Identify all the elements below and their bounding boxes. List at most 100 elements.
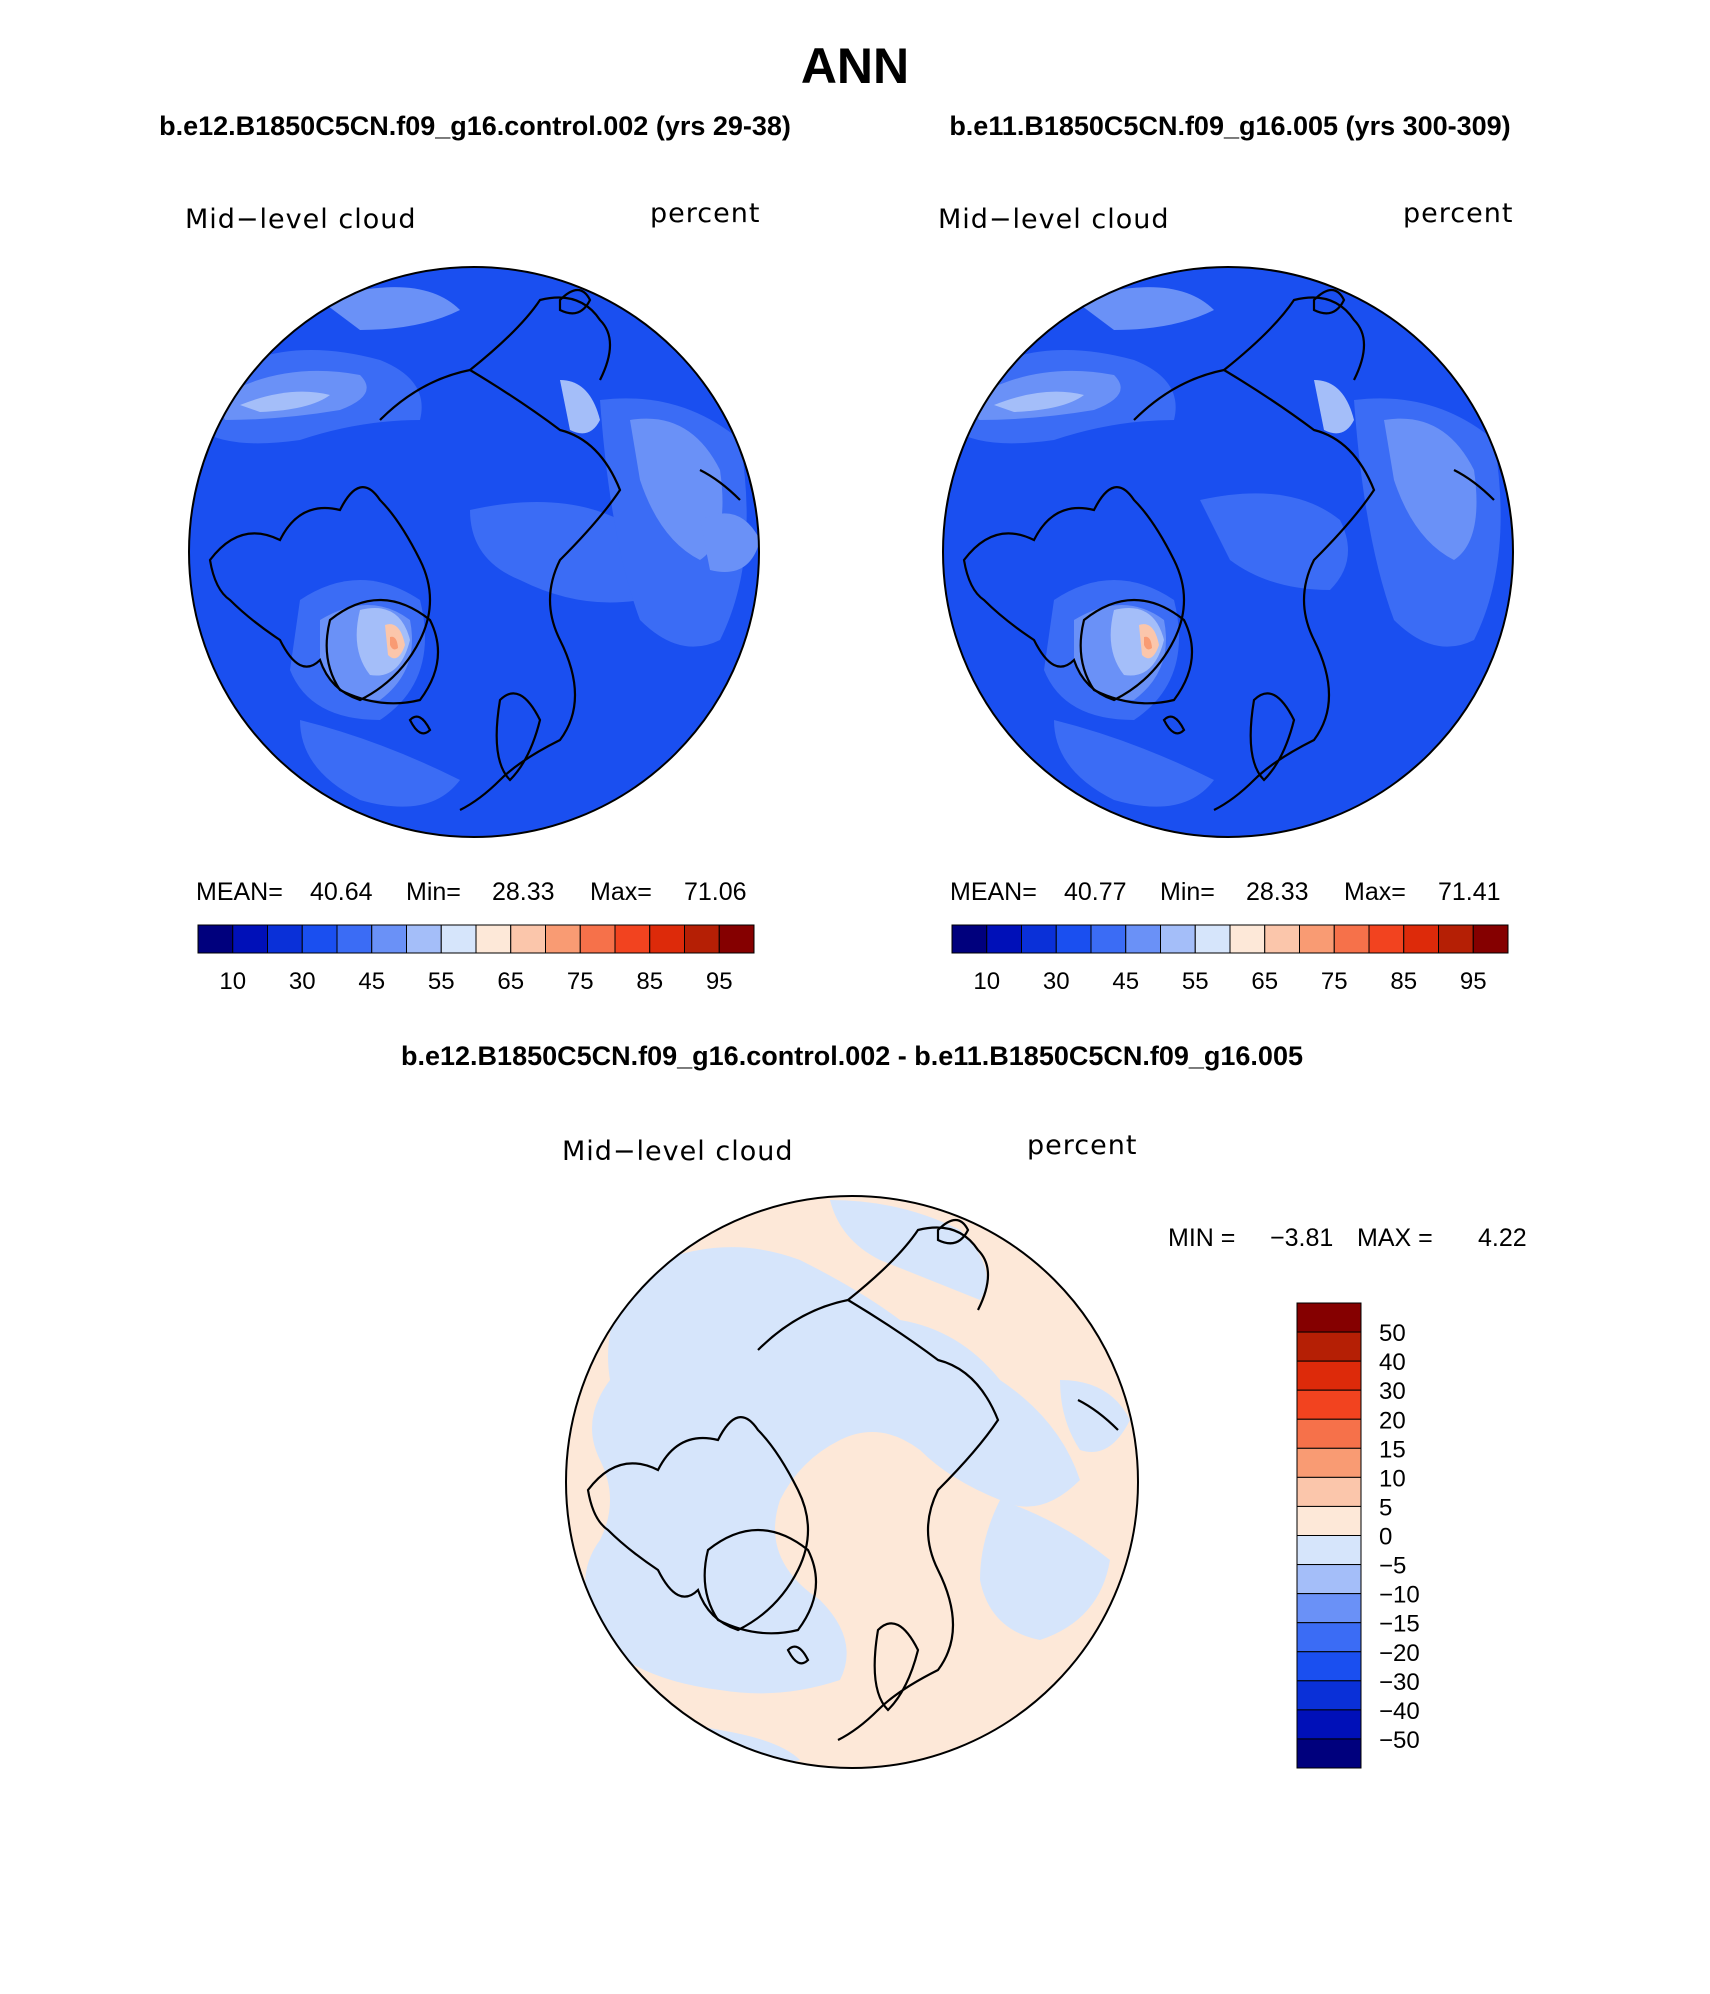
colorbar-swatch — [1021, 924, 1057, 954]
colorbar-tick-label: 75 — [567, 968, 594, 995]
polar-map-left — [189, 267, 759, 837]
colorbar-tick-label: 55 — [428, 968, 455, 995]
map-border-left — [188, 266, 760, 838]
cloud-region — [1314, 380, 1354, 434]
cloud-region — [1054, 720, 1214, 807]
colorbar-tick-label: 15 — [1379, 1436, 1406, 1463]
colorbar-swatch — [1299, 924, 1335, 954]
colorbar-tick-label: 95 — [706, 968, 733, 995]
colorbar-swatch — [1296, 1738, 1362, 1769]
colorbar-tick-label: 10 — [1379, 1465, 1406, 1492]
cloud-region — [700, 513, 759, 572]
colorbar-swatch — [1296, 1360, 1362, 1391]
map-border-right — [942, 266, 1514, 838]
colorbar-swatch — [1368, 924, 1405, 954]
units-label-diff: percent — [1027, 1130, 1137, 1161]
stats-right: MEAN= 40.77 Min= 28.33 Max= 71.41 — [950, 878, 1501, 906]
colorbar-tick-label: 45 — [358, 968, 385, 995]
cloud-region — [356, 608, 410, 676]
colorbar-tick-label: −15 — [1379, 1611, 1420, 1638]
mean-value: 40.64 — [310, 878, 373, 906]
colorbar-tick-label: −50 — [1379, 1727, 1420, 1754]
diff-region-negative — [585, 1247, 1080, 1694]
colorbar-swatch — [1296, 1418, 1362, 1449]
colorbar-swatch — [1296, 1476, 1362, 1507]
cloud-region — [1074, 287, 1214, 330]
min-label: MIN = — [1168, 1224, 1235, 1252]
case-title-right: b.e11.B1850C5CN.f09_g16.005 (yrs 300-309… — [949, 111, 1510, 141]
colorbar-swatch — [197, 924, 234, 954]
max-value: 4.22 — [1478, 1224, 1527, 1252]
min-label: Min= — [1160, 878, 1215, 906]
colorbar-swatch — [336, 924, 373, 954]
colorbar-swatch — [406, 924, 442, 954]
diff-title: b.e12.B1850C5CN.f09_g16.control.002 - b.… — [401, 1041, 1303, 1071]
colorbar-tick-label: 65 — [1251, 968, 1278, 995]
cloud-region — [560, 380, 600, 434]
min-value: 28.33 — [1246, 878, 1309, 906]
mean-label: MEAN= — [950, 878, 1037, 906]
max-label: Max= — [1344, 878, 1406, 906]
colorbar-swatch — [1296, 1709, 1362, 1740]
colorbar-swatch — [1055, 924, 1092, 954]
colorbar-swatch — [1438, 924, 1474, 954]
case-title-left: b.e12.B1850C5CN.f09_g16.control.002 (yrs… — [159, 111, 791, 141]
colorbar-swatch — [1296, 1564, 1362, 1595]
colorbar-tick-label: 20 — [1379, 1407, 1406, 1434]
colorbar-tick-label: 85 — [636, 968, 663, 995]
cloud-region — [1110, 608, 1164, 676]
colorbar-swatch — [545, 924, 581, 954]
cloud-region — [390, 636, 398, 650]
colorbar-swatch — [1403, 924, 1439, 954]
colorbar-swatch — [986, 924, 1022, 954]
colorbar-swatch — [1296, 1331, 1362, 1362]
colorbar-tick-label: 75 — [1321, 968, 1348, 995]
colorbar-swatch — [614, 924, 651, 954]
colorbar-tick-label: 65 — [497, 968, 524, 995]
colorbar-swatch — [579, 924, 616, 954]
colorbar-tick-label: 95 — [1460, 968, 1487, 995]
max-label: MAX = — [1357, 1224, 1433, 1252]
variable-label-right: Mid−level cloud — [938, 204, 1169, 235]
colorbar-swatch — [1296, 1535, 1362, 1566]
colorbar-swatch — [1296, 1389, 1362, 1420]
stats-diff: MIN = −3.81 MAX = 4.22 — [1168, 1224, 1527, 1252]
colorbar-swatch — [1472, 924, 1509, 954]
colorbar-swatch — [1296, 1593, 1362, 1624]
coastlines-left — [208, 288, 741, 811]
colorbar-swatch — [1125, 924, 1161, 954]
mean-value: 40.77 — [1064, 878, 1127, 906]
colorbar-tick-label: 0 — [1379, 1524, 1392, 1551]
colorbar-swatch — [301, 924, 338, 954]
diff-region-negative — [830, 1200, 987, 1300]
page-title: ANN — [801, 38, 909, 94]
colorbar-tick-label: 85 — [1390, 968, 1417, 995]
stats-left: MEAN= 40.64 Min= 28.33 Max= 71.06 — [196, 878, 747, 906]
colorbar-tick-label: 30 — [1379, 1378, 1406, 1405]
cloud-region — [1144, 636, 1152, 650]
colorbar-swatch — [371, 924, 407, 954]
colorbar-tick-label: 55 — [1182, 968, 1209, 995]
cloud-region — [320, 287, 460, 330]
cloud-region — [630, 418, 723, 560]
colorbar-tick-label: −10 — [1379, 1582, 1420, 1609]
colorbar-left: 10 30 45 55 65 75 85 95 — [197, 924, 755, 995]
colorbar-swatch — [475, 924, 512, 954]
variable-label-left: Mid−level cloud — [185, 204, 416, 235]
map-border-diff — [565, 1195, 1139, 1769]
colorbar-swatch — [684, 924, 720, 954]
units-label-right: percent — [1403, 198, 1513, 229]
colorbar-tick-label: 45 — [1112, 968, 1139, 995]
min-value: −3.81 — [1270, 1224, 1333, 1252]
colorbar-swatch — [1160, 924, 1196, 954]
polar-map-right — [943, 267, 1513, 837]
colorbar-swatch — [1194, 924, 1231, 954]
colorbar-swatch — [1333, 924, 1370, 954]
max-label: Max= — [590, 878, 652, 906]
colorbar-tick-label: −30 — [1379, 1669, 1420, 1696]
coastlines-diff — [586, 1218, 1119, 1741]
colorbar-swatch — [1229, 924, 1266, 954]
colorbar-swatch — [951, 924, 988, 954]
polar-map-diff — [566, 1196, 1138, 1768]
